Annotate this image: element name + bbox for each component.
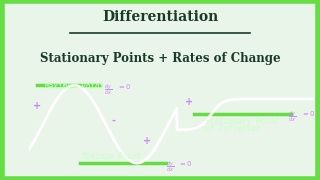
Text: $= 0$: $= 0$	[178, 159, 193, 168]
Text: $= 0$: $= 0$	[301, 109, 316, 118]
Text: $\frac{dy}{dx}$: $\frac{dy}{dx}$	[165, 159, 173, 174]
Text: -: -	[111, 116, 116, 126]
Text: Maximum Point: Maximum Point	[44, 82, 105, 91]
Text: +: +	[186, 97, 194, 107]
Text: +: +	[33, 101, 41, 111]
Text: +: +	[143, 136, 151, 146]
Text: $= 0$: $= 0$	[117, 82, 132, 91]
Text: of Inflexion: of Inflexion	[205, 124, 261, 133]
Text: $\frac{dy}{dx}$: $\frac{dy}{dx}$	[288, 109, 296, 124]
Text: $\frac{dy}{dx}$: $\frac{dy}{dx}$	[104, 83, 112, 97]
Text: Stationary Points + Rates of Change: Stationary Points + Rates of Change	[40, 52, 280, 66]
Text: Differentiation: Differentiation	[102, 10, 218, 24]
Text: Stationary Point: Stationary Point	[205, 117, 279, 126]
Text: Minimum Point: Minimum Point	[82, 152, 142, 161]
